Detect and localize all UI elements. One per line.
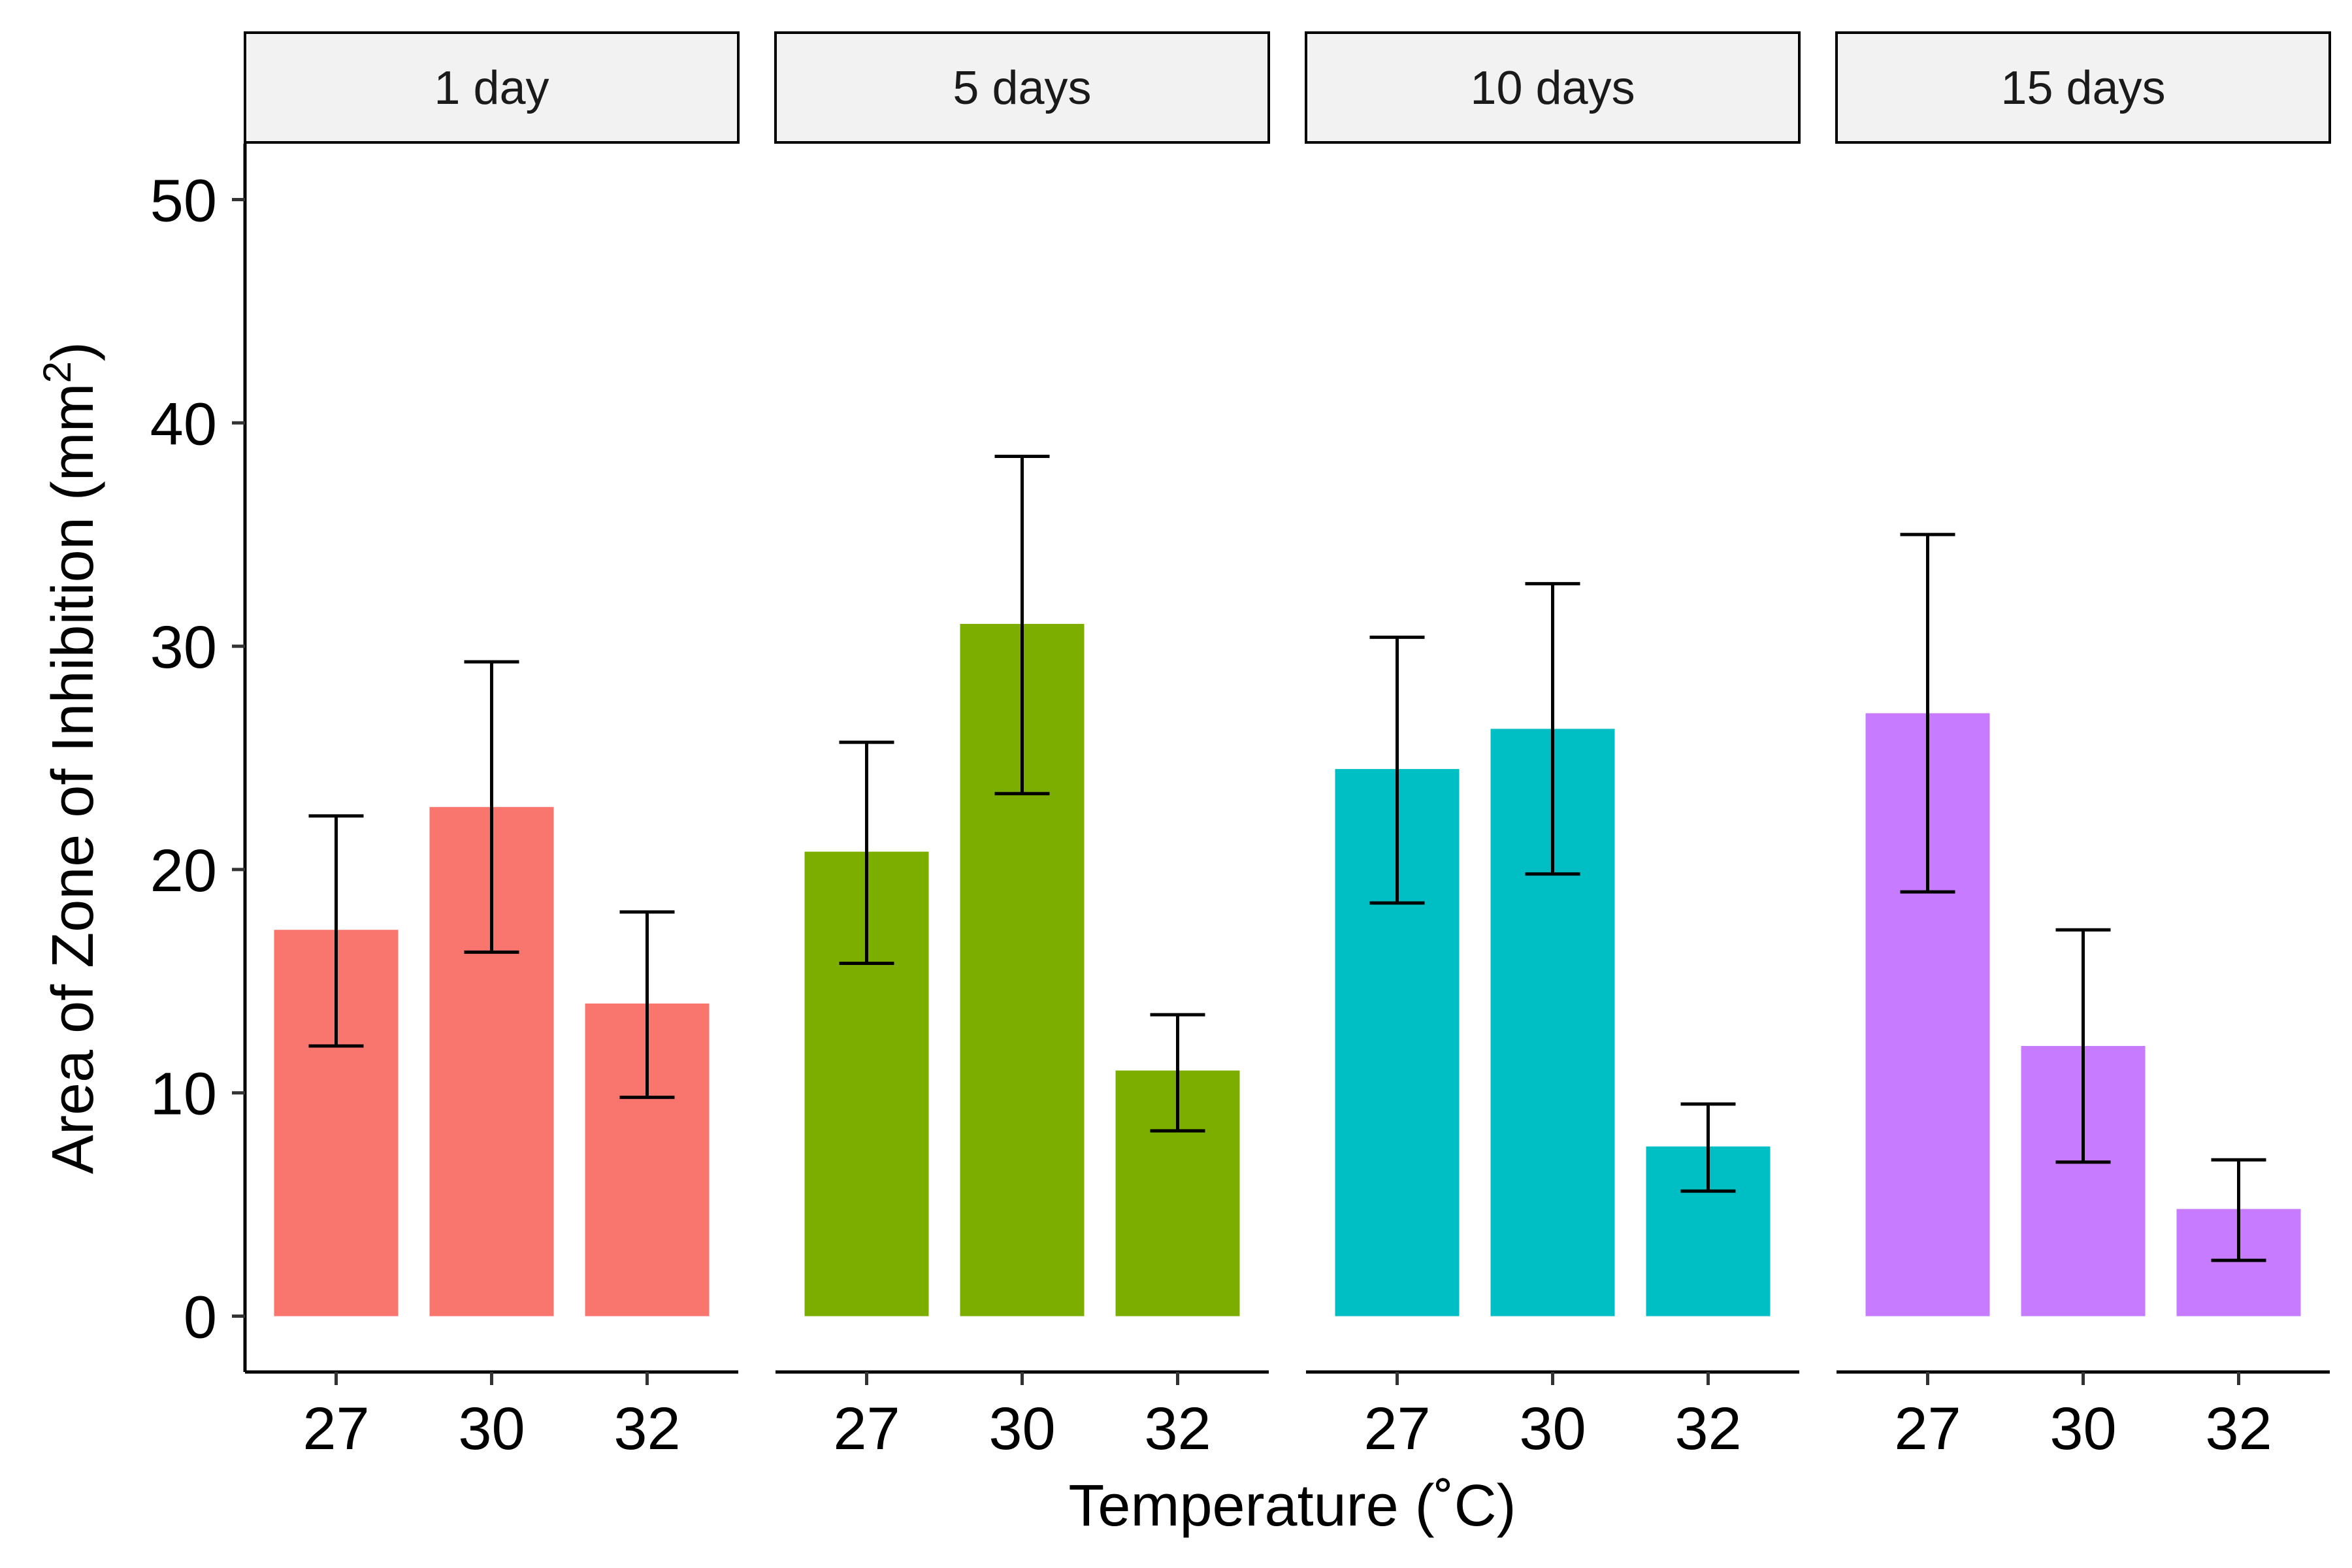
x-tick-label: 30 bbox=[1519, 1396, 1586, 1462]
x-tick-label: 30 bbox=[458, 1396, 525, 1462]
y-tick-label: 20 bbox=[150, 838, 217, 904]
facet-10-days: 10 days 27 30 32 bbox=[1305, 31, 1801, 1462]
facet-strip-label: 15 days bbox=[2001, 62, 2165, 114]
facet-15-days: 15 days 27 30 32 bbox=[1835, 31, 2331, 1462]
y-axis-title-close: ) bbox=[41, 342, 106, 361]
facet-strip-label: 10 days bbox=[1470, 62, 1635, 114]
x-tick-label: 32 bbox=[1674, 1396, 1741, 1462]
x-tick-label: 30 bbox=[2050, 1396, 2116, 1462]
facet-strip-label: 1 day bbox=[434, 62, 549, 114]
y-tick-label: 50 bbox=[150, 167, 217, 234]
y-axis-title-main: Area of Zone of Inhibition (mm bbox=[41, 383, 106, 1174]
facet-strip bbox=[1305, 31, 1801, 144]
x-tick-label: 27 bbox=[1894, 1396, 1961, 1462]
x-tick-label: 27 bbox=[302, 1396, 369, 1462]
facet-strip-label: 5 days bbox=[953, 62, 1091, 114]
x-axis-title: Temperature (˚C) bbox=[1068, 1473, 1516, 1539]
x-tick-label: 32 bbox=[2205, 1396, 2272, 1462]
x-tick-label: 30 bbox=[988, 1396, 1055, 1462]
x-tick-label: 27 bbox=[1364, 1396, 1430, 1462]
x-tick-label: 32 bbox=[1144, 1396, 1211, 1462]
facet-1-day: 1 day 27 30 32 bbox=[244, 31, 740, 1462]
facet-5-days: 5 days 27 30 32 bbox=[774, 31, 1270, 1462]
facet-strip bbox=[1835, 31, 2331, 144]
y-tick-label: 40 bbox=[150, 391, 217, 457]
facet-strip bbox=[244, 31, 740, 144]
y-tick-label: 0 bbox=[184, 1284, 217, 1351]
y-axis-title-superscript: 2 bbox=[35, 361, 79, 383]
y-axis-title: Area of Zone of Inhibition (mm2) bbox=[35, 342, 106, 1174]
x-tick-label: 32 bbox=[613, 1396, 680, 1462]
facet-strip bbox=[774, 31, 1270, 144]
x-tick-label: 27 bbox=[833, 1396, 900, 1462]
y-tick-label: 30 bbox=[150, 614, 217, 681]
y-axis: 0 10 20 30 40 50 bbox=[150, 144, 247, 1372]
y-tick-label: 10 bbox=[150, 1061, 217, 1128]
